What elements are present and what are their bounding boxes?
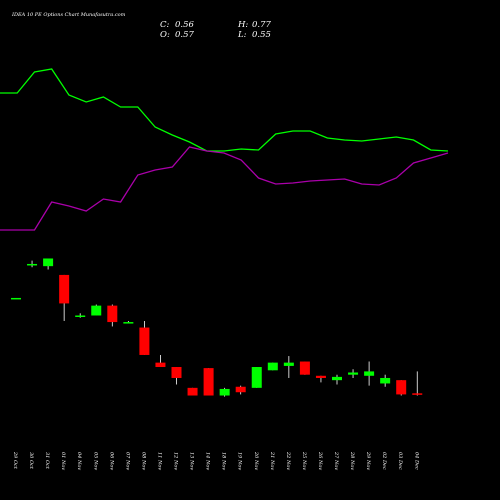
candle-body <box>123 322 134 324</box>
candle-body <box>283 362 294 366</box>
candle-body <box>235 386 246 393</box>
x-tick-label: 21 Nov <box>269 451 275 470</box>
summary-label: L: <box>237 30 247 40</box>
summary-value: 0.55 <box>252 30 271 40</box>
candle-body <box>27 263 38 266</box>
candle-body <box>107 305 118 323</box>
x-tick-label: 29 Nov <box>365 451 371 470</box>
x-tick-label: 01 Nov <box>60 452 66 470</box>
x-tick-label: 28 Nov <box>349 451 355 470</box>
x-tick-label: 19 Nov <box>237 452 243 470</box>
candle-body <box>91 305 102 316</box>
candle-body <box>187 387 198 396</box>
candle-body <box>203 368 214 396</box>
x-tick-label: 22 Nov <box>285 451 291 470</box>
x-tick-label: 04 Dec <box>413 452 419 470</box>
candle-body <box>171 367 182 378</box>
x-tick-label: 25 Nov <box>301 451 307 470</box>
summary-label: O: <box>160 30 170 40</box>
indicator-line <box>0 146 449 231</box>
summary-value: 0.57 <box>175 30 195 40</box>
x-tick-label: 11 Nov <box>156 452 162 470</box>
summary-value: 0.77 <box>252 20 272 30</box>
candle-body <box>155 362 166 368</box>
x-tick-label: 13 Nov <box>189 452 195 470</box>
candle-body <box>43 258 54 267</box>
x-tick-label: 18 Nov <box>221 452 227 470</box>
candle-body <box>299 361 310 375</box>
summary-label: H: <box>237 20 248 30</box>
x-tick-label: 03 Dec <box>397 452 403 470</box>
summary: C: 0.56 H: 0.77 O: 0.57 L: 0.55 <box>160 20 272 40</box>
x-tick-label: 26 Nov <box>317 451 323 470</box>
candle-body <box>139 327 150 355</box>
x-tick-label: 08 Nov <box>140 452 146 470</box>
candle-body <box>380 377 391 384</box>
candle-body <box>396 380 407 395</box>
candle-body <box>315 375 326 378</box>
x-tick-label: 02 Dec <box>381 452 387 470</box>
candle-body <box>332 376 342 381</box>
candle-body <box>412 393 423 395</box>
x-tick-label: 12 Nov <box>173 452 179 470</box>
candle-body <box>251 367 262 388</box>
candle-body <box>11 297 21 300</box>
x-tick-label: 04 Nov <box>76 452 82 470</box>
candle-body <box>219 388 230 396</box>
x-tick-label: 31 Oct <box>44 452 50 470</box>
x-tick-label: 05 Nov <box>92 452 98 470</box>
candle-body <box>267 362 278 371</box>
x-tick-label: 14 Nov <box>205 452 211 470</box>
x-tick-label: 06 Nov <box>108 452 114 470</box>
x-tick-label: 29 Oct <box>12 451 18 470</box>
chart-title: IDEA 10 PE Options Chart Munafasutra.com <box>11 12 126 18</box>
x-tick-label: 30 Oct <box>28 452 34 470</box>
x-tick-label: 20 Nov <box>253 451 259 470</box>
candle-body <box>75 315 86 317</box>
x-tick-label: 27 Nov <box>333 451 339 470</box>
summary-value: 0.56 <box>175 20 195 30</box>
candle-body <box>348 372 359 375</box>
summary-label: C: <box>160 20 170 30</box>
candle-body <box>59 274 70 304</box>
x-tick-label: 07 Nov <box>124 452 130 470</box>
candle-body <box>364 371 375 376</box>
indicator-line <box>0 68 449 152</box>
